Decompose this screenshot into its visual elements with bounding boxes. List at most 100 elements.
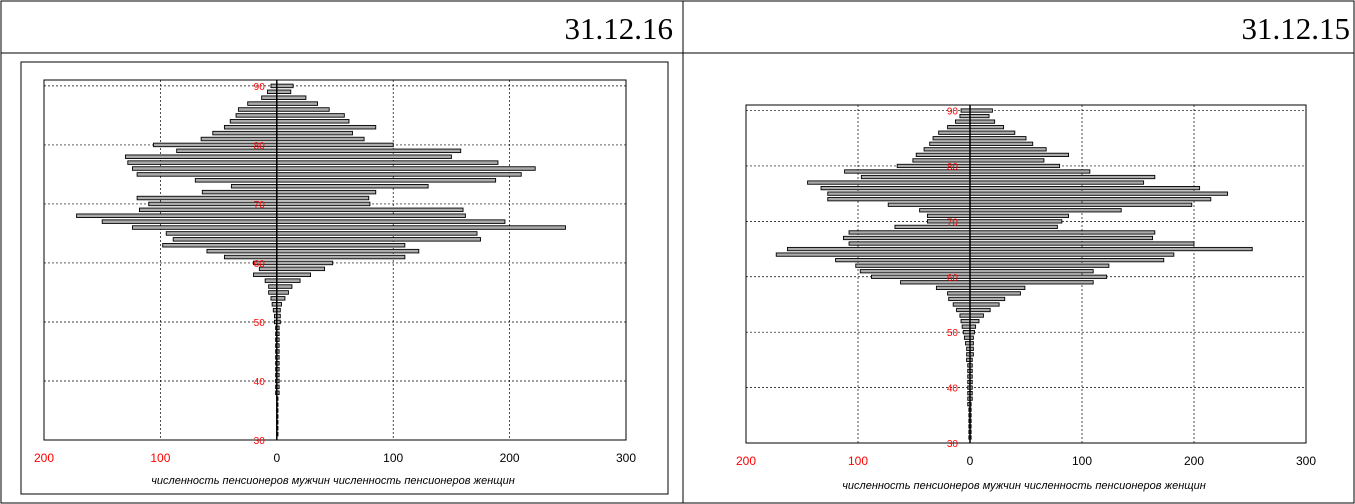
bar-men (261, 95, 278, 100)
x-tick-label: 300 (1296, 454, 1316, 468)
bar-men (206, 248, 278, 254)
bar-women (969, 191, 1229, 196)
bar-men (270, 296, 278, 301)
bar-women (276, 248, 420, 254)
bar-women (276, 184, 429, 189)
age-tick-label: 90 (947, 107, 959, 118)
pyramid-chart-2015: 30 40 50 60 70 80 90 200 100 0 100 200 300 численност… (736, 104, 1316, 492)
bar-women (969, 313, 984, 318)
bar-men (919, 208, 971, 213)
age-tick-label: 30 (947, 439, 959, 450)
bar-men (855, 263, 971, 268)
bar-men (172, 237, 278, 242)
bar-men (101, 219, 278, 224)
age-tick-label: 50 (254, 318, 266, 329)
x-tick-label: 300 (616, 451, 636, 465)
bar-women (276, 83, 294, 89)
bar-men (270, 83, 278, 89)
bar-women (969, 174, 1156, 180)
x-axis-caption: численность пенсионеров мужчин численнос… (151, 475, 515, 487)
age-tick-label: 40 (947, 384, 959, 395)
bar-women (969, 263, 1110, 268)
bar-women (969, 119, 996, 124)
bar-men (912, 158, 971, 163)
bar-men (938, 130, 971, 135)
bar-men (230, 184, 278, 189)
bar-men (954, 119, 971, 124)
bar-men (960, 108, 971, 113)
bar-men (229, 119, 278, 124)
bar-men (201, 189, 278, 195)
bar-women (969, 186, 1201, 191)
bar-men (848, 230, 971, 235)
bar-women (276, 195, 370, 201)
bar-men (125, 154, 278, 159)
bar-men (827, 191, 971, 196)
bar-women (276, 142, 394, 148)
bar-men (894, 224, 971, 230)
bar-women (276, 124, 377, 130)
date-header-2016: 31.12.16 (565, 11, 674, 46)
bar-men (253, 272, 278, 277)
age-tick-label: 60 (947, 273, 959, 284)
bar-women (969, 141, 1034, 146)
bar-men (237, 107, 278, 112)
bar-women (969, 147, 1047, 152)
bar-men (786, 246, 971, 252)
bar-men (132, 225, 278, 230)
bar-women (276, 272, 312, 277)
bar-women (969, 302, 1000, 307)
bar-women (969, 274, 1108, 279)
bar-men (956, 307, 971, 313)
bar-men (76, 213, 278, 218)
x-tick-label: 100 (383, 451, 403, 465)
bar-men (896, 163, 971, 169)
bar-men (223, 254, 278, 260)
bar-women (276, 207, 464, 213)
bar-women (276, 101, 318, 106)
bar-men (235, 113, 278, 118)
bar-women (969, 235, 1154, 241)
bar-men (775, 252, 971, 257)
bar-men (929, 141, 971, 146)
x-tick-label: 200 (34, 451, 54, 465)
bar-women (276, 284, 293, 289)
bar-men (835, 258, 971, 263)
bar-men (900, 280, 971, 285)
bar-women (276, 266, 325, 272)
bar-men (962, 330, 971, 335)
bar-women (276, 172, 522, 177)
bar-women (276, 189, 377, 195)
age-tick-label: 80 (254, 141, 266, 152)
bar-women (276, 231, 478, 236)
bar-men (165, 231, 278, 236)
bar-women (276, 260, 334, 266)
age-tick-label: 80 (947, 162, 959, 173)
bar-men (935, 285, 971, 290)
bar-women (969, 180, 1145, 185)
bar-men (959, 113, 971, 119)
bar-women (276, 136, 365, 142)
bar-women (969, 113, 990, 119)
bar-women (969, 252, 1175, 257)
bar-men (961, 324, 971, 329)
bar-women (969, 169, 1091, 174)
bar-women (276, 225, 566, 230)
bar-men (947, 125, 971, 130)
age-tick-label: 30 (254, 436, 266, 447)
bar-women (276, 178, 497, 183)
bar-women (969, 108, 993, 113)
bar-women (969, 246, 1253, 252)
bar-men (247, 101, 278, 106)
x-tick-label: 100 (848, 454, 868, 468)
x-tick-label: 0 (967, 454, 974, 468)
bar-men (200, 136, 278, 142)
age-tick-label: 70 (947, 217, 959, 228)
bar-men (887, 202, 971, 207)
bar-women (276, 254, 406, 260)
bar-men (960, 318, 971, 324)
x-axis-caption: численность пенсионеров мужчин численнос… (842, 480, 1206, 492)
bar-women (969, 291, 1021, 296)
